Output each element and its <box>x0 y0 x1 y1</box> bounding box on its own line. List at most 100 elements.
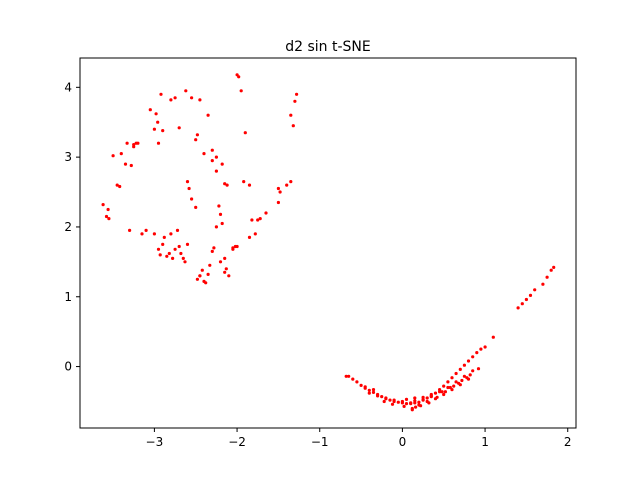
data-point <box>250 218 254 222</box>
data-point <box>227 274 231 278</box>
data-point <box>194 138 198 142</box>
y-tick-label: 2 <box>64 220 72 234</box>
data-point <box>106 207 110 212</box>
data-point <box>156 120 160 124</box>
data-point <box>466 359 471 363</box>
data-point <box>419 404 423 408</box>
data-point <box>184 89 188 93</box>
data-point <box>158 253 162 257</box>
data-point <box>175 228 180 232</box>
data-point <box>471 355 475 359</box>
data-point <box>218 212 223 216</box>
data-point <box>101 203 105 207</box>
data-point <box>128 228 132 232</box>
data-point <box>359 383 363 387</box>
data-point <box>475 351 479 355</box>
data-point <box>476 367 481 371</box>
data-point <box>183 260 187 264</box>
data-point <box>194 205 198 209</box>
data-point <box>185 180 190 184</box>
data-point <box>220 221 224 226</box>
data-point <box>454 380 458 384</box>
data-point <box>520 302 524 306</box>
data-point <box>462 374 466 378</box>
data-point <box>541 282 545 286</box>
data-point <box>152 232 156 236</box>
data-point <box>223 182 227 186</box>
y-tick-label: 4 <box>64 80 72 94</box>
data-point <box>452 384 456 388</box>
data-point <box>471 369 475 373</box>
x-tick-label: 0 <box>399 435 407 449</box>
data-point <box>276 200 280 205</box>
data-point <box>220 162 224 166</box>
data-point <box>371 388 376 392</box>
data-point <box>214 155 218 159</box>
data-point <box>195 133 199 137</box>
data-point <box>187 186 191 191</box>
data-point <box>516 306 520 310</box>
data-point <box>293 99 297 103</box>
data-point <box>528 293 533 297</box>
data-point <box>195 277 199 281</box>
data-point <box>200 268 204 272</box>
data-point <box>190 96 194 100</box>
data-point <box>410 408 414 412</box>
data-point <box>161 242 165 246</box>
data-point <box>438 390 442 394</box>
data-point <box>231 247 235 251</box>
data-point <box>435 395 439 399</box>
data-point <box>347 374 351 378</box>
data-point <box>140 232 144 236</box>
data-point <box>427 401 431 405</box>
data-point <box>289 113 293 117</box>
data-point <box>161 129 165 133</box>
data-point <box>278 190 282 194</box>
data-point <box>210 148 214 152</box>
data-point <box>429 392 433 397</box>
data-point <box>264 211 268 215</box>
data-point <box>123 162 128 166</box>
data-point <box>165 254 169 258</box>
data-point <box>468 373 472 377</box>
data-point <box>382 399 386 404</box>
data-point <box>425 396 429 400</box>
data-point <box>380 395 384 399</box>
x-tick-label: −3 <box>146 435 164 449</box>
data-point <box>233 244 237 249</box>
data-point <box>392 398 396 402</box>
data-point <box>446 380 450 384</box>
data-point <box>169 98 173 102</box>
data-point <box>371 390 376 394</box>
data-point <box>256 218 260 222</box>
data-point <box>414 405 418 409</box>
data-point <box>179 251 183 256</box>
data-point <box>171 256 175 260</box>
data-point <box>214 169 218 173</box>
data-point <box>384 396 388 400</box>
data-point <box>376 394 380 398</box>
data-point <box>291 124 295 128</box>
data-point <box>119 152 123 156</box>
y-tick-label: 0 <box>64 360 72 374</box>
data-point <box>152 127 156 131</box>
data-point <box>134 141 138 145</box>
data-point <box>491 335 495 339</box>
data-point <box>355 380 359 384</box>
data-point <box>167 251 171 256</box>
x-tick-label: 2 <box>564 435 572 449</box>
data-point <box>210 159 214 163</box>
data-point <box>218 260 223 264</box>
data-point <box>223 270 227 274</box>
data-point <box>144 228 148 232</box>
data-point <box>107 217 111 221</box>
chart-title: d2 sin t-SNE <box>285 39 371 55</box>
data-point <box>465 376 469 380</box>
data-point <box>208 263 212 267</box>
data-point <box>111 154 115 158</box>
data-point <box>198 274 202 278</box>
data-point <box>190 197 194 201</box>
data-point <box>253 232 257 236</box>
data-point <box>417 400 421 404</box>
